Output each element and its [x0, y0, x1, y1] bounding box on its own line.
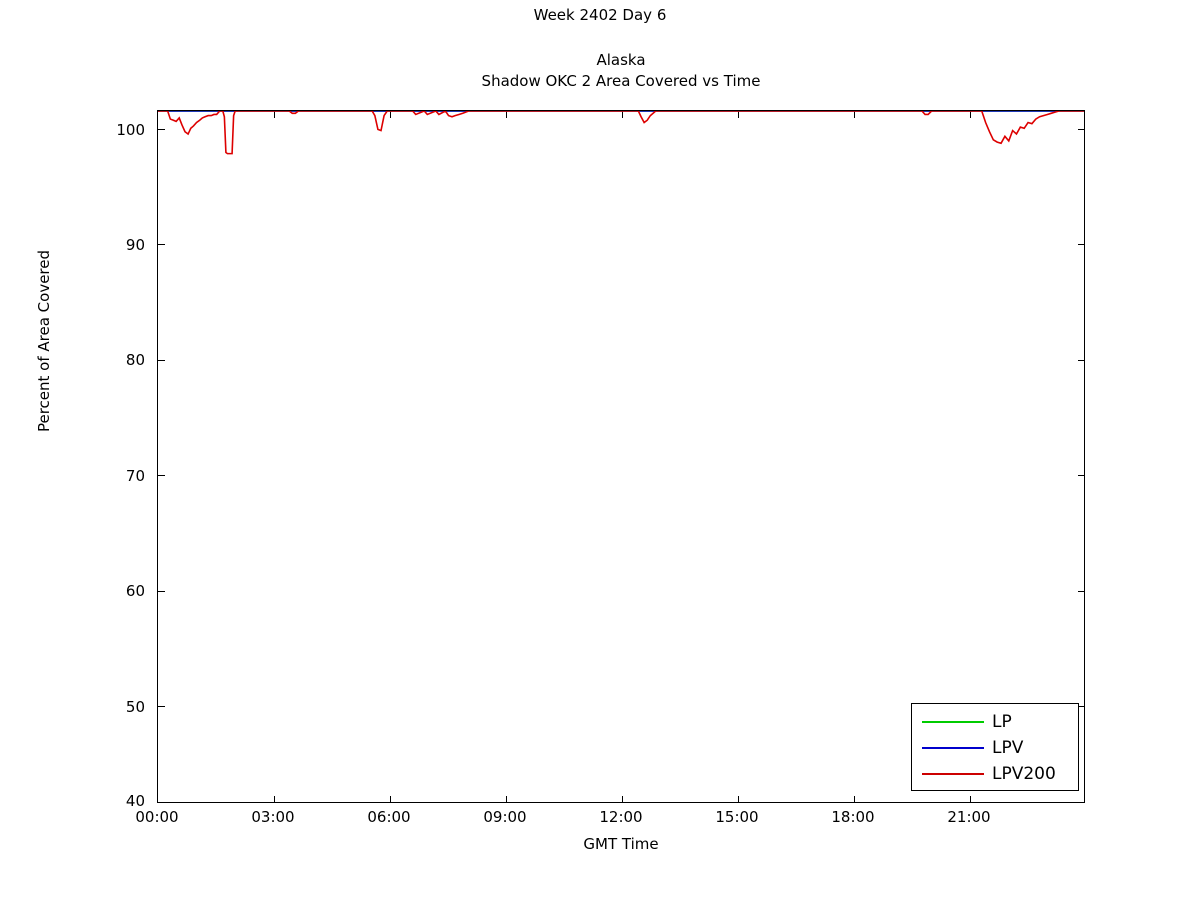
ytick-mark-70-right: [1078, 475, 1085, 476]
xtick-mark-0300-top: [274, 111, 275, 118]
legend-label-lpv200: LPV200: [992, 763, 1056, 784]
xtick-mark-0600-top: [390, 111, 391, 118]
xtick-mark-1800-top: [854, 111, 855, 118]
ytick-mark-100-right: [1078, 129, 1085, 130]
xtick-label-0900: 09:00: [483, 808, 527, 826]
xtick-mark-0300-bottom: [274, 796, 275, 803]
ytick-label-40: 40: [125, 792, 145, 810]
xtick-mark-2100-top: [970, 111, 971, 118]
plot-area: [157, 110, 1085, 803]
xtick-label-0600: 06:00: [367, 808, 411, 826]
xtick-mark-1800-bottom: [854, 796, 855, 803]
ytick-mark-90-right: [1078, 244, 1085, 245]
legend-label-lpv: LPV: [992, 737, 1024, 758]
figure-suptitle: Week 2402 Day 6: [533, 6, 667, 24]
ytick-mark-60-left: [158, 591, 165, 592]
ytick-label-80: 80: [125, 351, 145, 369]
xtick-mark-1500-top: [738, 111, 739, 118]
legend-label-lp: LP: [992, 711, 1012, 732]
chart-legend[interactable]: LP LPV LPV200: [911, 703, 1079, 791]
xtick-mark-0600-bottom: [390, 796, 391, 803]
xtick-mark-2100-bottom: [970, 796, 971, 803]
chart-title: Alaska Shadow OKC 2 Area Covered vs Time: [157, 50, 1085, 92]
chart-title-line-1: Alaska: [596, 51, 646, 69]
ytick-mark-100-left: [158, 129, 165, 130]
ytick-label-70: 70: [125, 467, 145, 485]
legend-item-lp[interactable]: LP: [912, 709, 1078, 735]
xtick-label-1800: 18:00: [831, 808, 875, 826]
y-axis-label: Percent of Area Covered: [35, 249, 53, 433]
legend-swatch-lp: [922, 721, 984, 723]
ytick-mark-80-right: [1078, 360, 1085, 361]
ytick-mark-50-right: [1078, 706, 1085, 707]
xtick-label-0300: 03:00: [251, 808, 295, 826]
ytick-mark-50-left: [158, 706, 165, 707]
xtick-mark-0900-bottom: [506, 796, 507, 803]
xtick-mark-0900-top: [506, 111, 507, 118]
xtick-label-1500: 15:00: [715, 808, 759, 826]
xtick-mark-1500-bottom: [738, 796, 739, 803]
xtick-mark-1200-bottom: [622, 796, 623, 803]
legend-item-lpv200[interactable]: LPV200: [912, 761, 1078, 787]
ytick-mark-70-left: [158, 475, 165, 476]
ytick-label-100: 100: [116, 121, 145, 139]
series-line-lpv200: [158, 111, 1084, 155]
chart-title-line-2: Shadow OKC 2 Area Covered vs Time: [481, 72, 761, 90]
ytick-label-90: 90: [125, 236, 145, 254]
ytick-label-60: 60: [125, 582, 145, 600]
x-axis-label: GMT Time: [583, 835, 659, 853]
series-canvas: [158, 111, 1084, 155]
ytick-mark-80-left: [158, 360, 165, 361]
xtick-label-1200: 12:00: [599, 808, 643, 826]
legend-item-lpv[interactable]: LPV: [912, 735, 1078, 761]
legend-swatch-lpv200: [922, 773, 984, 775]
xtick-mark-1200-top: [622, 111, 623, 118]
ytick-label-50: 50: [125, 698, 145, 716]
xtick-label-2100: 21:00: [947, 808, 991, 826]
ytick-mark-60-right: [1078, 591, 1085, 592]
ytick-mark-90-left: [158, 244, 165, 245]
xtick-label-0000: 00:00: [135, 808, 179, 826]
legend-swatch-lpv: [922, 747, 984, 749]
